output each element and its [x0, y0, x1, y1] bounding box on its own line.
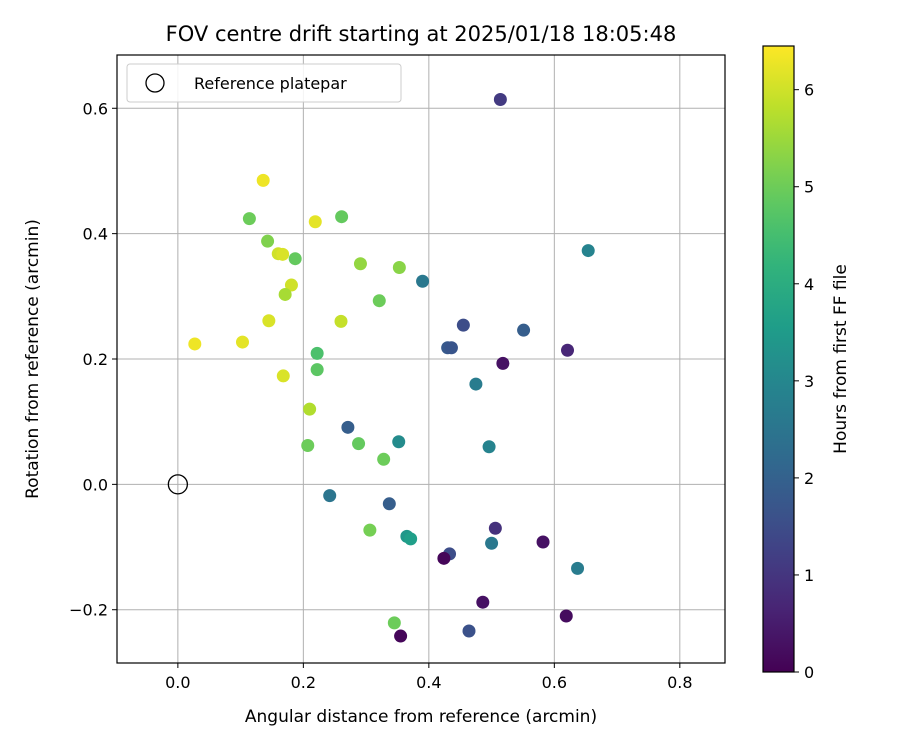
scatter-point [404, 532, 418, 546]
legend-marker-reference [145, 73, 165, 93]
colorbar-tick-label: 6 [804, 81, 814, 100]
scatter-point [341, 420, 355, 434]
scatter-point [323, 489, 337, 503]
x-tick-label: 0.6 [542, 673, 567, 692]
scatter-point [301, 438, 315, 452]
scatter-point [353, 257, 367, 271]
colorbar-tick-label: 5 [804, 178, 814, 197]
colorbar-tick-label: 4 [804, 275, 814, 294]
scatter-point [262, 314, 276, 328]
scatter-point [496, 356, 510, 370]
scatter-point [278, 287, 292, 301]
colorbar-tick-label: 3 [804, 372, 814, 391]
y-tick-label: 0.0 [83, 475, 108, 494]
scatter-point [444, 341, 458, 355]
scatter-point [276, 369, 290, 383]
scatter-point [372, 294, 386, 308]
scatter-point [310, 346, 324, 360]
y-tick-label: 0.2 [83, 350, 108, 369]
legend-box [126, 63, 402, 103]
scatter-point [261, 234, 275, 248]
scatter-point [561, 343, 575, 357]
scatter-point [335, 210, 349, 224]
y-tick-label: −0.2 [69, 601, 108, 620]
scatter-point [394, 629, 408, 643]
scatter-point [310, 363, 324, 377]
scatter-point [188, 337, 202, 351]
y-axis-ticks: −0.2 0.0 0.2 0.4 0.6 [69, 99, 117, 620]
scatter-point [571, 561, 585, 575]
scatter-point [456, 318, 470, 332]
y-tick-label: 0.6 [83, 99, 108, 118]
scatter-point [387, 616, 401, 630]
scatter-point [485, 536, 499, 550]
reference-platepar-marker [167, 474, 189, 495]
scatter-point [288, 252, 302, 266]
colorbar [763, 46, 794, 672]
scatter-point [581, 244, 595, 258]
colorbar-tick-label: 0 [804, 663, 814, 682]
x-tick-label: 0.2 [291, 673, 316, 692]
scatter-point [382, 497, 396, 511]
colorbar-tick-label: 1 [804, 566, 814, 585]
scatter-point [488, 521, 502, 535]
grid [117, 55, 725, 663]
scatter-points [188, 93, 595, 643]
colorbar-ticks: 0 1 2 3 4 5 6 [794, 81, 814, 682]
x-axis-label: Angular distance from reference (arcmin) [245, 707, 597, 727]
colorbar-frame [762, 45, 795, 673]
scatter-point [469, 377, 483, 391]
scatter-point [284, 278, 298, 292]
x-tick-label: 0.4 [416, 673, 441, 692]
scatter-point [334, 314, 348, 328]
y-tick-label: 0.4 [83, 225, 108, 244]
legend-label-reference: Reference platepar [194, 74, 347, 93]
scatter-point [256, 173, 270, 187]
legend: Reference platepar [126, 63, 402, 103]
chart-title: FOV centre drift starting at 2025/01/18 … [166, 22, 677, 46]
scatter-point [235, 335, 249, 349]
scatter-point [476, 595, 490, 609]
scatter-point [493, 93, 507, 107]
scatter-point [352, 437, 366, 451]
scatter-point [416, 274, 430, 288]
scatter-point [437, 551, 451, 565]
scatter-point [242, 212, 256, 226]
scatter-point [392, 260, 406, 274]
x-axis-ticks: 0.0 0.2 0.4 0.6 0.8 [165, 663, 693, 692]
colorbar-label: Hours from first FF file [831, 264, 851, 454]
scatter-point [308, 215, 322, 229]
scatter-point [482, 440, 496, 454]
x-tick-label: 0.0 [165, 673, 190, 692]
scatter-point [363, 523, 377, 537]
scatter-point [559, 609, 573, 623]
scatter-point [517, 323, 531, 337]
scatter-point [536, 535, 550, 549]
scatter-point [462, 624, 476, 638]
scatter-point [392, 435, 406, 449]
scatter-point [303, 402, 317, 416]
scatter-point [377, 452, 391, 466]
y-axis-label: Rotation from reference (arcmin) [23, 219, 43, 499]
colorbar-tick-label: 2 [804, 469, 814, 488]
scatter-point [276, 247, 290, 261]
x-tick-label: 0.8 [667, 673, 692, 692]
reference-marker-layer [167, 474, 189, 495]
